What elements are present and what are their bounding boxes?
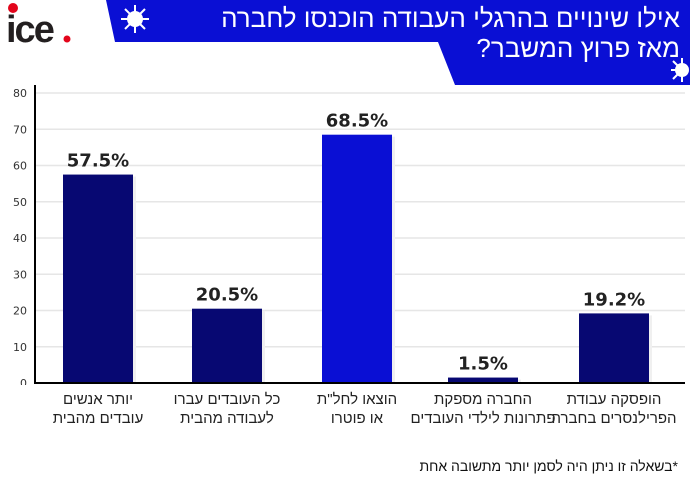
y-tick-label: 10 <box>13 341 27 354</box>
title-line-2: מאז פרוץ המשבר? <box>476 33 680 63</box>
y-tick-label: 70 <box>13 123 27 136</box>
x-tick-label-line: כל העובדים עברו <box>173 391 281 408</box>
bar-chart: 0 10 20 30 40 50 60 70 80 57.5% 20.5% 68.5% 1.5% 19.2… <box>13 85 685 385</box>
y-tick-label: 40 <box>13 232 27 245</box>
x-tick-label: יותר אנשים עובדים מהבית <box>23 390 173 428</box>
data-label: 68.5% <box>326 111 388 132</box>
y-tick-label: 30 <box>13 268 27 281</box>
x-tick-label: הופסקה עבודת הפרילנסרים בחברה <box>539 390 689 428</box>
title-banner <box>106 0 690 85</box>
x-tick-label-line: עובדים מהבית <box>52 410 144 427</box>
y-tick-label: 0 <box>20 377 27 385</box>
x-tick-label-line: לעבודה מהבית <box>180 410 274 427</box>
logo-period <box>63 35 71 43</box>
title-line-1: אילו שינויים בהרגלי העבודה הוכנסו לחברה <box>221 3 680 33</box>
logo-dot <box>8 3 18 13</box>
bar <box>579 313 649 383</box>
x-tick-label-line: הופסקה עבודת <box>566 391 662 408</box>
x-tick-label-line: פתרונות לילדי העובדים <box>410 410 556 427</box>
x-tick-label-line: או פוטרו <box>330 410 384 427</box>
data-label: 57.5% <box>67 151 129 172</box>
virus-icon <box>121 5 149 33</box>
bar <box>322 134 392 383</box>
bar <box>448 377 518 383</box>
virus-icon <box>671 58 689 82</box>
x-tick-label: הוצאו לחל"ת או פוטרו <box>282 390 432 428</box>
logo-text: ice <box>6 9 54 46</box>
bar <box>63 174 133 383</box>
y-tick-label: 20 <box>13 305 27 318</box>
y-tick-label: 50 <box>13 196 27 209</box>
data-label: 20.5% <box>196 285 258 306</box>
data-label: 19.2% <box>583 289 645 310</box>
y-tick-label: 60 <box>13 160 27 173</box>
x-tick-label-line: הוצאו לחל"ת <box>316 391 398 408</box>
footnote: *בשאלה זו ניתן היה לסמן יותר מתשובה אחת <box>419 458 678 474</box>
x-tick-label: כל העובדים עברו לעבודה מהבית <box>152 390 302 428</box>
ice-logo: ice <box>6 3 71 46</box>
page-title: אילו שינויים בהרגלי העבודה הוכנסו לחברה … <box>160 3 680 63</box>
data-label: 1.5% <box>458 354 508 375</box>
x-tick-label-line: החברה מספקת <box>434 391 532 408</box>
y-tick-label: 80 <box>13 87 27 100</box>
x-tick-label: החברה מספקת פתרונות לילדי העובדים <box>408 390 558 428</box>
x-tick-label-line: יותר אנשים <box>62 391 133 408</box>
x-tick-label-line: הפרילנסרים בחברה <box>551 410 677 427</box>
bar <box>192 308 262 383</box>
